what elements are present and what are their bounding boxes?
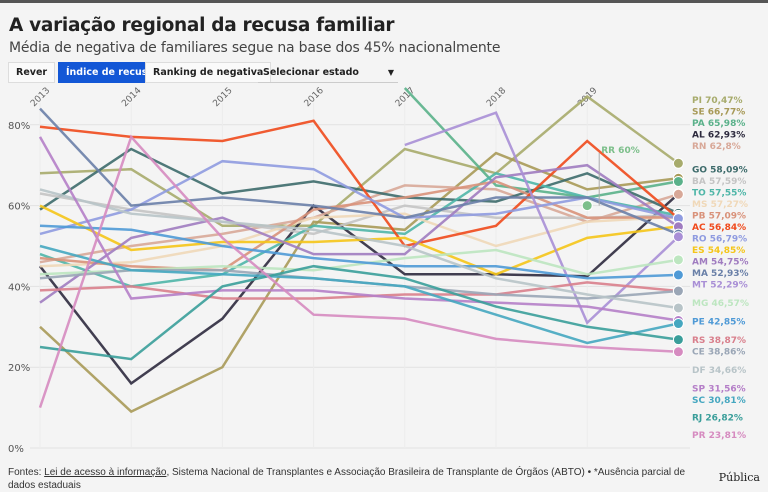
legend-label-AL: AL 62,93%	[692, 131, 745, 141]
line-chart: 0%20%40%60%80%2013 2014 2015 2016 2017 2018 20…	[8, 86, 749, 455]
end-point-RN	[672, 188, 684, 200]
legend-label-MA: MA 52,93%	[692, 269, 749, 279]
state-select-label: Selecionar estado	[263, 66, 359, 78]
annotation-rr: RR 60%	[601, 146, 640, 156]
end-point-RJ	[672, 334, 684, 346]
end-point-RR	[581, 200, 593, 212]
legend-label-DF: DF 34,66%	[692, 366, 746, 376]
legend-label-GO: GO 58,09%	[692, 166, 748, 176]
x-tick-label: 2016	[303, 86, 326, 109]
y-tick-label: 80%	[8, 121, 30, 132]
legend-label-AM: AM 54,75%	[692, 258, 749, 268]
replay-button[interactable]: Rever	[8, 62, 56, 83]
series-line-PA	[403, 87, 679, 199]
y-tick-label: 60%	[8, 202, 30, 213]
publica-logo: Pública	[718, 471, 760, 484]
end-point-DF	[672, 302, 684, 314]
legend-label-PI: PI 70,47%	[692, 96, 743, 106]
legend-label-MS: MS 57,27%	[692, 200, 748, 210]
series-line-MS	[39, 212, 679, 268]
legend-label-PB: PB 57,09%	[692, 212, 746, 222]
series-line-RN	[39, 184, 679, 264]
y-tick-label: 20%	[8, 363, 30, 374]
series-line-PR	[38, 134, 679, 408]
legend-label-BA: BA 57,59%	[692, 177, 746, 187]
y-tick-label: 40%	[8, 282, 30, 293]
series-line-PI	[39, 94, 680, 228]
end-point-PI	[672, 157, 684, 169]
tab-ranking-de-negativa[interactable]: Ranking de negativa	[145, 62, 272, 83]
legend-label-MT: MT 52,29%	[692, 281, 748, 291]
legend-label-PA: PA 65,98%	[692, 119, 745, 129]
x-tick-label: 2014	[120, 86, 143, 109]
series-line-TO	[39, 171, 679, 288]
legend-label-SC: SC 30,81%	[692, 396, 746, 406]
legend-label-RS: RS 38,87%	[692, 336, 746, 346]
end-point-CE	[672, 285, 684, 297]
sources-link[interactable]: Lei de acesso à informação	[44, 467, 167, 478]
series-line-RO	[39, 159, 679, 236]
state-select[interactable]: Selecionar estado ▼	[258, 62, 398, 83]
footer-sources: Fontes: Lei de acesso à informação, Sist…	[8, 466, 708, 492]
series-line-GO	[39, 147, 679, 215]
series-line-MA	[39, 107, 679, 236]
legend-label-PE: PE 42,85%	[692, 318, 745, 328]
series-line-AC	[39, 119, 680, 248]
series-line-PE	[39, 224, 679, 280]
legend-label-MG: MG 46,57%	[692, 299, 749, 309]
legend-label-PR: PR 23,81%	[692, 431, 746, 441]
series-line-SP	[38, 136, 679, 322]
legend-label-ES: ES 54,85%	[692, 246, 745, 256]
legend-label-AC: AC 56,84%	[692, 223, 746, 233]
x-tick-label: 2018	[485, 86, 508, 109]
series-line-MT	[404, 111, 680, 325]
end-point-PA	[672, 175, 684, 187]
end-point-SC	[672, 318, 684, 330]
end-point-MG	[672, 254, 684, 266]
legend-label-TO: TO 57,55%	[692, 189, 746, 199]
end-point-MT	[672, 231, 684, 243]
x-tick-label: 2013	[29, 86, 52, 109]
x-tick-label: 2015	[211, 86, 234, 109]
series-line-DF	[39, 188, 679, 310]
chart-title: A variação regional da recusa familiar	[9, 15, 395, 36]
legend-label-SP: SP 31,56%	[692, 385, 746, 395]
series-line-PB	[39, 180, 679, 272]
y-tick-label: 0%	[8, 444, 24, 455]
series-line-ES	[39, 204, 679, 276]
series-line-BA	[39, 192, 679, 236]
end-point-PE	[672, 269, 684, 281]
series-line-SE	[39, 151, 679, 414]
sources-text: , Sistema Nacional de Transplantes e Ass…	[8, 467, 686, 491]
legend-label-RJ: RJ 26,82%	[692, 414, 743, 424]
legend-label-RN: RN 62,8%	[692, 142, 741, 152]
series-line-SC	[39, 244, 679, 345]
legend-label-SE: SE 66,77%	[692, 108, 745, 118]
series-line-RJ	[39, 264, 679, 361]
legend-label-CE: CE 38,86%	[692, 348, 745, 358]
chart-subtitle: Média de negativa de familiares segue na…	[9, 40, 501, 56]
sources-prefix: Fontes:	[8, 467, 45, 478]
chevron-down-icon: ▼	[387, 67, 394, 77]
end-point-PR	[672, 346, 684, 358]
legend-label-RO: RO 56,79%	[692, 235, 747, 245]
series-line-AM	[39, 163, 680, 304]
series-line-RS	[39, 281, 679, 300]
